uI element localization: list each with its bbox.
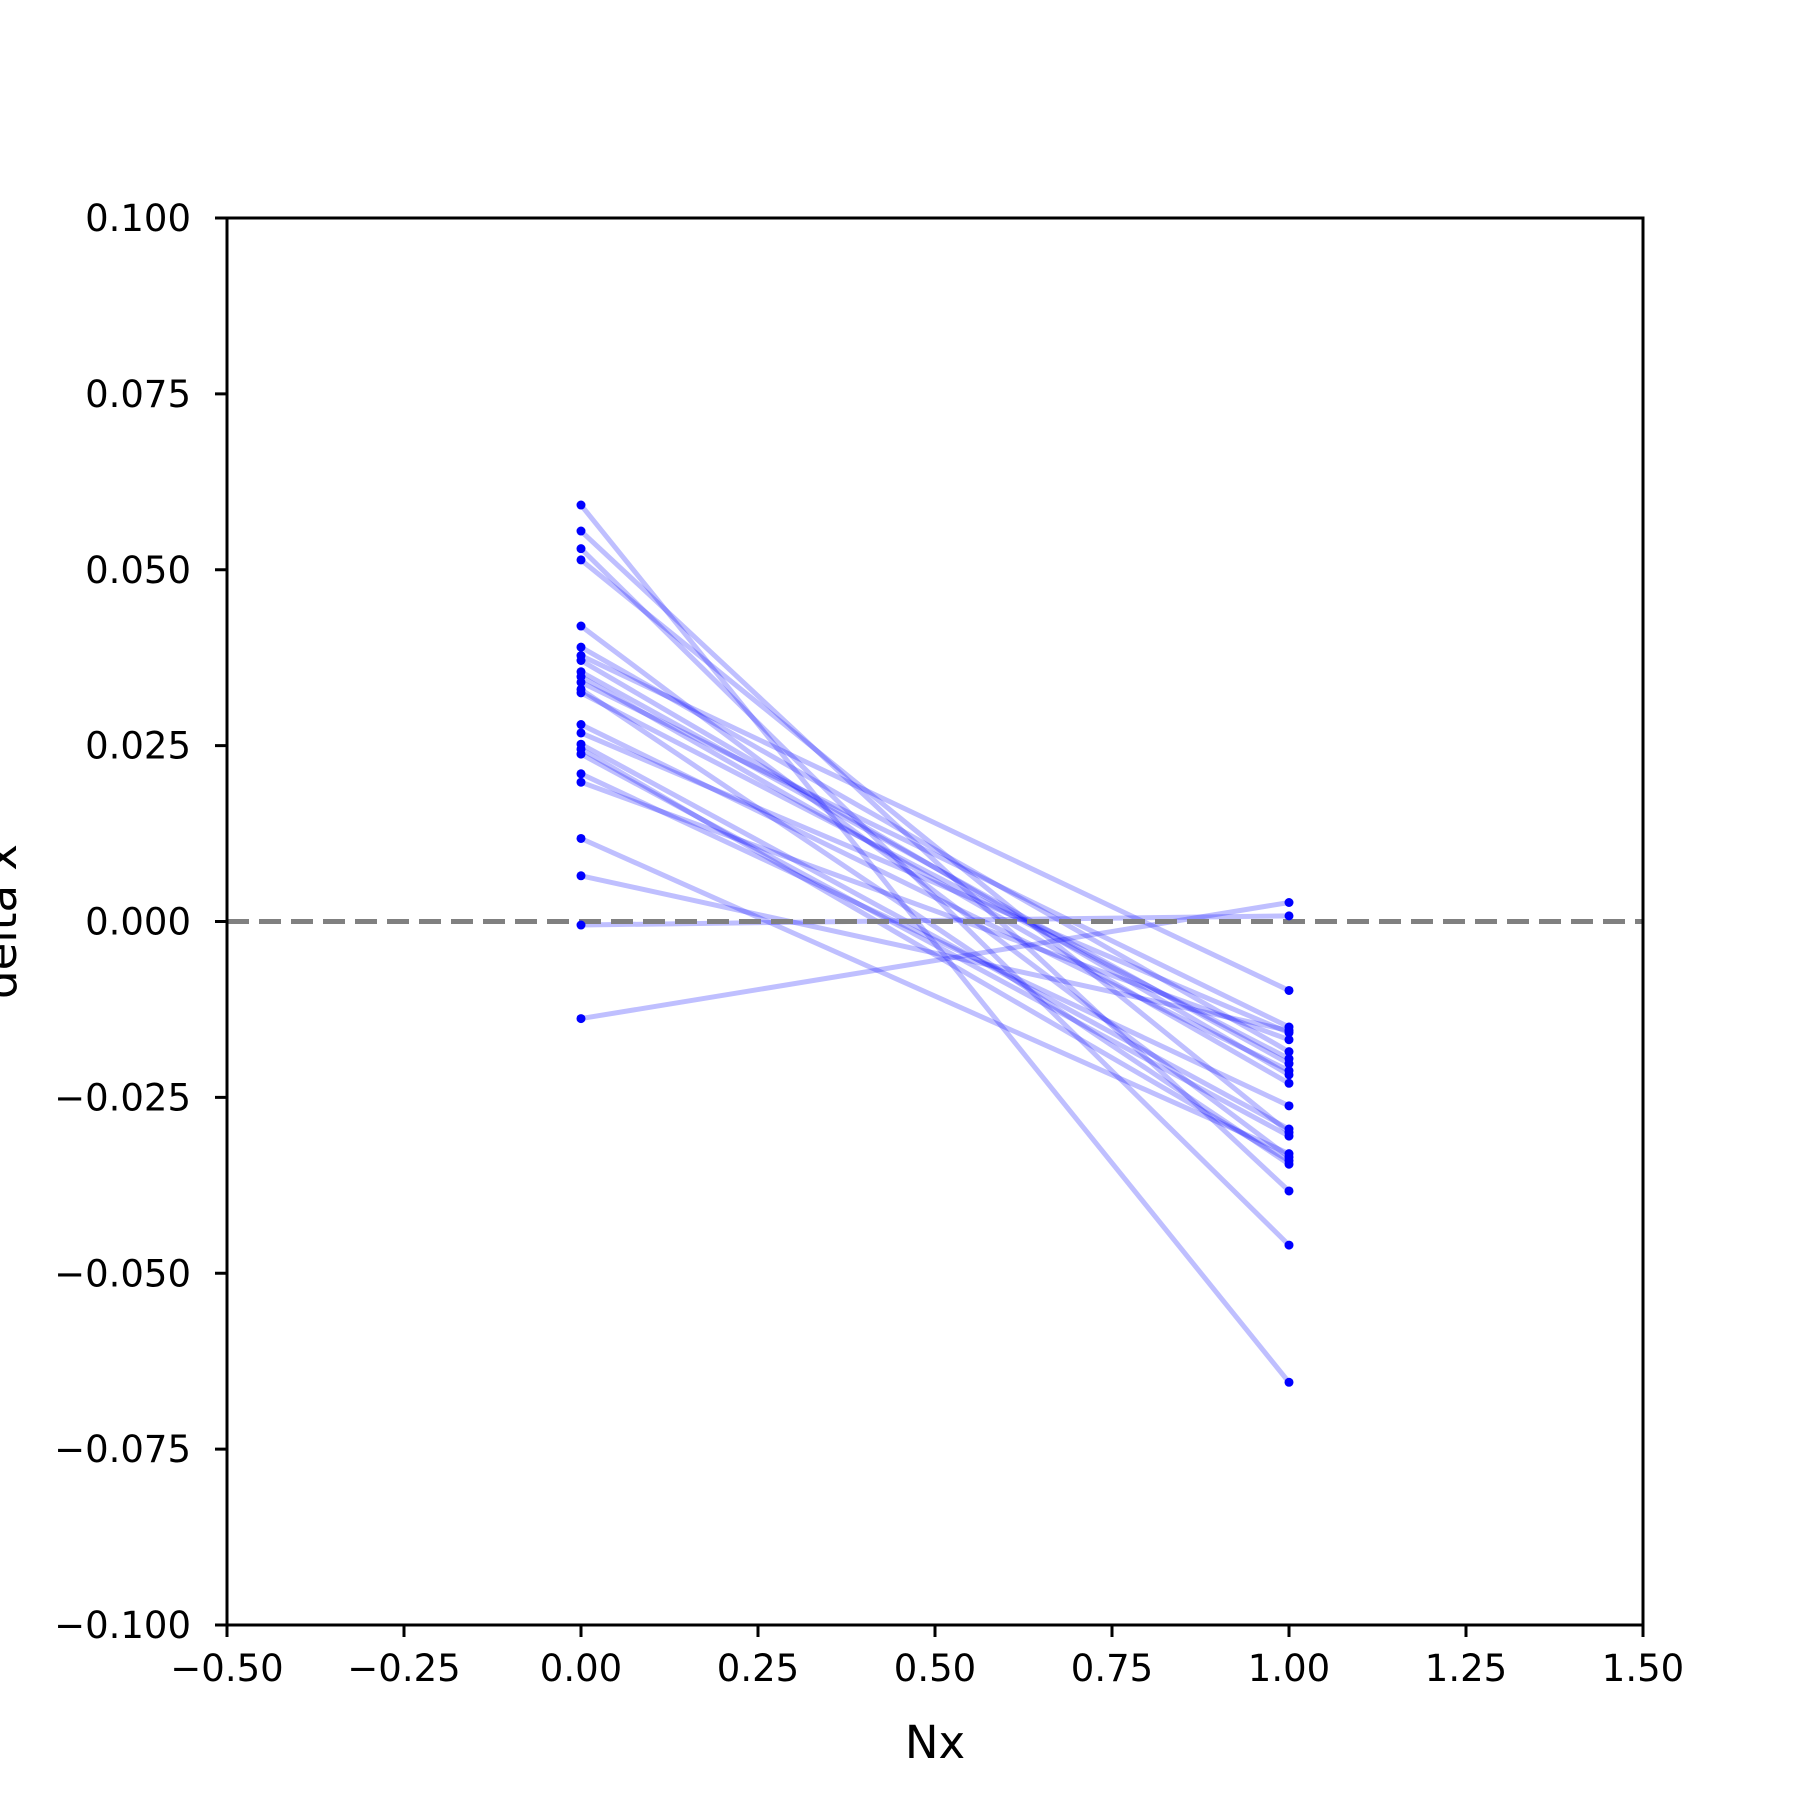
data-point-7-2 (1284, 985, 1294, 995)
data-point-14-2 (1284, 1066, 1294, 1076)
series-line-20 (580, 779, 1290, 1043)
series-line-10 (579, 674, 1291, 1086)
data-point-6-2 (1284, 1047, 1294, 1057)
x-tick-label: −0.25 (347, 1647, 460, 1690)
y-tick-label: −0.025 (54, 1076, 191, 1119)
y-tick-label: 0.100 (85, 197, 191, 240)
x-axis: −0.50 −0.25 0.00 0.25 0.50 0.75 1.00 1.25 1.50 (170, 1625, 1684, 1690)
data-point-22-2 (1284, 1026, 1294, 1036)
series-line-3 (579, 546, 1291, 1247)
data-point-18-1 (576, 749, 586, 759)
data-point-17-2 (1284, 1156, 1294, 1166)
x-axis-title: Nx (905, 1716, 965, 1769)
data-point-6-1 (576, 642, 586, 652)
data-point-13-1 (576, 688, 586, 698)
y-tick-label: 0.050 (85, 549, 191, 592)
data-point-16-2 (1284, 1124, 1294, 1134)
series-line-4 (579, 557, 1291, 1135)
data-point-5-1 (576, 621, 586, 631)
data-point-1-2 (1284, 1377, 1294, 1387)
points-layer (576, 500, 1294, 1387)
data-point-23-2 (1284, 911, 1294, 921)
x-tick-label: 0.75 (1071, 1647, 1153, 1690)
data-point-2-1 (576, 526, 586, 536)
series-line-17 (579, 746, 1291, 1163)
x-tick-label: −0.50 (170, 1647, 283, 1690)
x-tick-label: 0.00 (540, 1647, 622, 1690)
series-line-18 (579, 751, 1291, 1139)
data-point-20-1 (576, 777, 586, 787)
series-line-7 (579, 653, 1291, 993)
y-tick-label: 0.075 (85, 373, 191, 416)
data-point-23-1 (576, 920, 586, 930)
data-point-20-2 (1284, 1035, 1294, 1045)
data-point-21-1 (576, 833, 586, 843)
data-point-19-1 (576, 769, 586, 779)
data-point-10-2 (1284, 1078, 1294, 1088)
data-point-11-1 (576, 677, 586, 687)
series-layer (579, 503, 1291, 1384)
data-point-24-1 (576, 1014, 586, 1024)
series-line-19 (579, 771, 1291, 1109)
data-point-3-1 (576, 544, 586, 554)
data-point-8-1 (576, 656, 586, 666)
series-line-5 (579, 624, 1291, 1160)
y-axis-title: delta x (0, 844, 27, 999)
data-point-21-2 (1284, 1149, 1294, 1159)
series-line-8 (579, 658, 1291, 1078)
x-tick-label: 0.50 (894, 1647, 976, 1690)
data-point-13-2 (1284, 1054, 1294, 1064)
data-point-15-1 (576, 728, 586, 738)
data-point-22-1 (576, 871, 586, 881)
y-tick-label: 0.000 (85, 901, 191, 944)
data-point-1-1 (576, 500, 586, 510)
series-line-21 (579, 836, 1291, 1156)
x-tick-label: 1.50 (1602, 1647, 1684, 1690)
data-point-2-2 (1284, 1186, 1294, 1196)
series-line-9 (579, 669, 1291, 1066)
data-point-3-2 (1284, 1240, 1294, 1250)
x-tick-label: 1.25 (1425, 1647, 1507, 1690)
data-point-19-2 (1284, 1101, 1294, 1111)
series-line-11 (579, 680, 1291, 1030)
data-point-14-1 (576, 720, 586, 730)
series-line-14 (579, 722, 1291, 1073)
series-line-16 (579, 742, 1291, 1132)
data-point-4-1 (576, 555, 586, 565)
series-line-13 (579, 690, 1291, 1061)
series-line-2 (579, 529, 1291, 1193)
series-line-12 (579, 687, 1291, 1167)
series-line-6 (579, 644, 1291, 1054)
y-tick-label: −0.100 (54, 1604, 191, 1647)
x-tick-label: 0.25 (717, 1647, 799, 1690)
series-line-15 (580, 730, 1290, 1035)
data-point-18-2 (1284, 1131, 1294, 1141)
y-axis: −0.100 −0.075 −0.050 −0.025 0.000 0.025 0.050 0… (54, 197, 227, 1647)
y-tick-label: 0.025 (85, 725, 191, 768)
data-point-24-2 (1284, 898, 1294, 908)
y-tick-label: −0.075 (54, 1428, 191, 1471)
series-line-1 (579, 503, 1291, 1384)
x-tick-label: 1.00 (1248, 1647, 1330, 1690)
y-tick-label: −0.050 (54, 1252, 191, 1295)
series-line-22 (580, 873, 1290, 1033)
